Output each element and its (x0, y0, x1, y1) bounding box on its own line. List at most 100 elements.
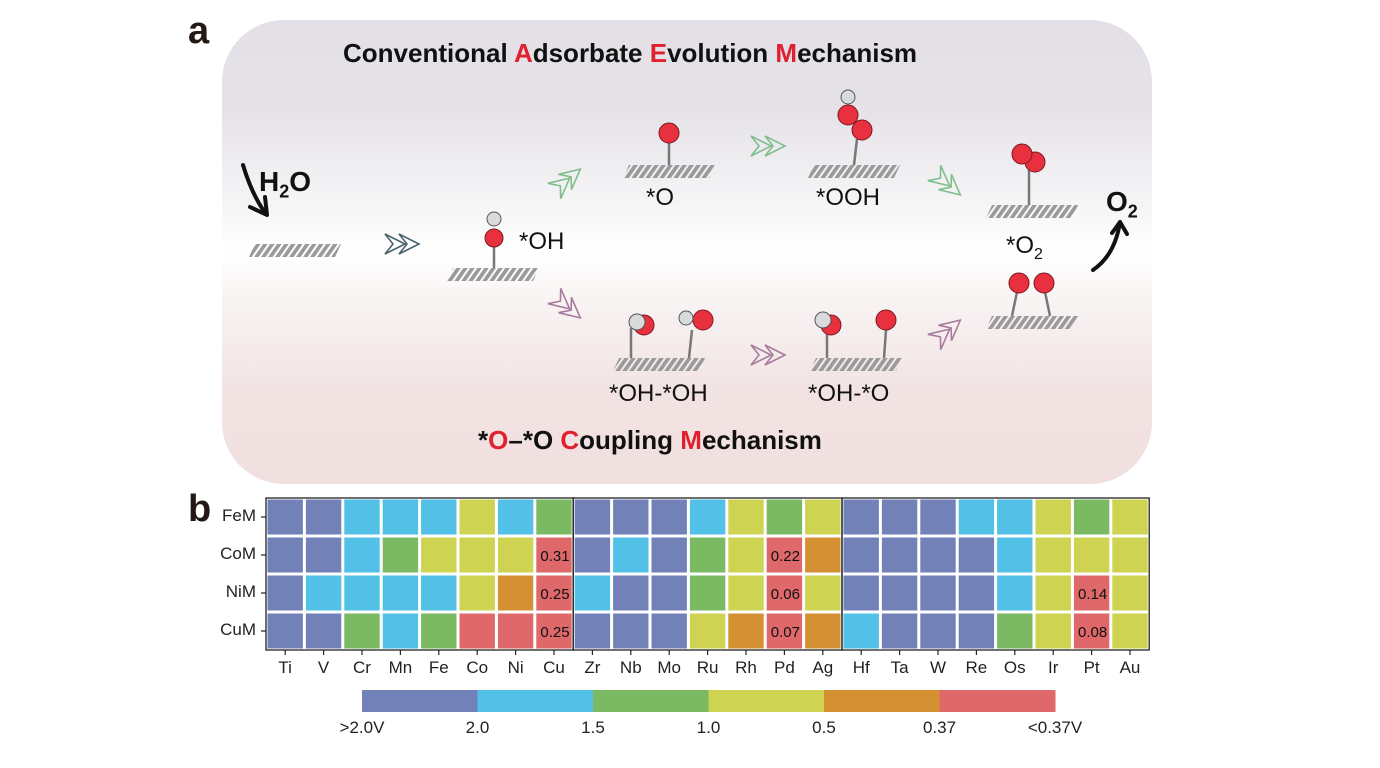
heatmap-cell-CoM-Ni (497, 537, 534, 573)
heatmap-cell-NiM-Au (1112, 575, 1148, 611)
heatmap-cell-CuM-Os (997, 613, 1033, 649)
species-o: *O (646, 184, 675, 211)
heatmap-cell-CoM-Pt (1073, 537, 1110, 573)
colorbar-tick-label: 2.0 (465, 718, 490, 737)
heatmap-cell-NiM-Cr (344, 575, 380, 611)
heatmap-cell-CuM-Pd (766, 613, 803, 649)
species-oh: *OH (519, 228, 565, 255)
column-label: W (929, 658, 947, 677)
row-label: CoM (220, 544, 256, 563)
heatmap-cell-CuM-V (305, 613, 342, 649)
heatmap-cell-FeM-Mn (382, 499, 419, 535)
heatmap-cell-NiM-Pt (1073, 575, 1110, 611)
column-label: Fe (428, 658, 449, 677)
colorbar-segment-P (362, 690, 478, 712)
heatmap-cell-CuM-Au (1112, 613, 1148, 649)
catalyst-surface (613, 358, 705, 371)
chevron-shape (547, 176, 571, 199)
column-label: Co (466, 658, 489, 677)
heatmap-cell-CoM-Mn (382, 537, 419, 573)
heatmap-cell-FeM-Au (1112, 499, 1148, 535)
step-arrow-ocm-icon (927, 318, 962, 350)
heatmap-cell-FeM-Rh (728, 499, 764, 535)
heatmap-cell-CoM-Hf (843, 537, 879, 573)
colorbar-tick-label: 0.37 (922, 718, 957, 737)
cell-value-label: 0.06 (771, 586, 800, 603)
water-label: H2O (259, 166, 312, 202)
catalyst-surface (986, 205, 1078, 218)
cell-value-label: 0.07 (771, 624, 800, 641)
cell-value-label: 0.25 (540, 586, 569, 603)
bond-stick (852, 138, 859, 166)
column-label: Zr (584, 658, 601, 677)
column-label: Pt (1083, 658, 1100, 677)
heatmap-cell-NiM-Os (997, 575, 1033, 611)
heatmap-cell-NiM-Ti (267, 575, 303, 611)
title-text: * (478, 425, 489, 455)
heatmap-cell-CoM-Re (958, 537, 995, 573)
heatmap-cell-FeM-Mo (651, 499, 687, 535)
heatmap-cell-CuM-Fe (421, 613, 457, 649)
column-label: Nb (619, 658, 642, 677)
column-label: Os (1003, 658, 1026, 677)
catalyst-surface (986, 316, 1078, 329)
column-label: Rh (735, 658, 757, 677)
species-ooh: *OOH (816, 184, 881, 211)
colorbar-tick-label: 0.5 (812, 718, 836, 737)
heatmap-cell-FeM-Pd (766, 499, 803, 535)
heatmap-cell-NiM-Fe (421, 575, 457, 611)
column-label: Pd (773, 658, 795, 677)
heatmap-cell-NiM-Mn (382, 575, 419, 611)
heatmap-cell-FeM-Re (958, 499, 995, 535)
row-label: FeM (222, 506, 256, 525)
title-highlight-letter: O (488, 425, 509, 455)
heatmap-cell-CuM-Nb (613, 613, 649, 649)
heatmap-cell-CuM-Ag (805, 613, 841, 649)
heatmap-cell-CuM-Cu (536, 613, 572, 649)
heatmap-cell-FeM-Os (997, 499, 1033, 535)
oxygen-atom (1008, 272, 1030, 294)
chevron-shape (558, 297, 582, 320)
heatmap-cell-CuM-Mn (382, 613, 419, 649)
bond-stick (687, 329, 694, 359)
water-arrow-icon-head (248, 195, 269, 217)
hydrogen-atom (628, 313, 646, 331)
heatmap-cell-CoM-Ta (881, 537, 918, 573)
heatmap-cell-CoM-Ru (689, 537, 726, 573)
column-label: Cr (353, 658, 371, 677)
chevron-shape (938, 318, 962, 341)
heatmap-cell-CuM-Re (958, 613, 995, 649)
column-label: Au (1119, 658, 1141, 677)
heatmap-cell-FeM-Ti (267, 499, 303, 535)
water-arrow-icon (241, 163, 268, 216)
oxygen-atom (837, 104, 859, 126)
column-label: Cu (543, 658, 565, 677)
cell-value-label: 0.08 (1078, 624, 1107, 641)
heatmap-cell-CuM-Ni (497, 613, 534, 649)
bond-stick (1010, 291, 1019, 317)
heatmap-cell-FeM-W (920, 499, 956, 535)
column-label: Mn (388, 658, 413, 677)
title-text: oupling (579, 425, 681, 455)
title-text: –*O (508, 425, 561, 455)
oxygen-atom (875, 309, 897, 331)
bond-stick (1043, 291, 1052, 317)
chevron-shape (764, 344, 787, 366)
heatmap-cell-FeM-Cr (344, 499, 380, 535)
heatmap-cell-FeM-Pt (1073, 499, 1110, 535)
heatmap-cell-CoM-W (920, 537, 956, 573)
oxygen-atom (1033, 272, 1055, 294)
heatmap-cell-FeM-Zr (574, 499, 611, 535)
colorbar-tick-label: <0.37V (1027, 718, 1083, 737)
heatmap-cell-CoM-V (305, 537, 342, 573)
heatmap-cell-NiM-Pd (766, 575, 803, 611)
colorbar-tick-label: 1.5 (581, 718, 605, 737)
catalyst-surface (447, 268, 539, 281)
oxygen-product-label: O2 (1106, 186, 1138, 222)
heatmap-cell-CuM-Ru (689, 613, 726, 649)
step-arrow-ocm-icon (750, 344, 787, 366)
column-label: Ru (696, 658, 719, 677)
heatmap-cell-CuM-Mo (651, 613, 687, 649)
cell-value-label: 0.22 (771, 548, 800, 565)
